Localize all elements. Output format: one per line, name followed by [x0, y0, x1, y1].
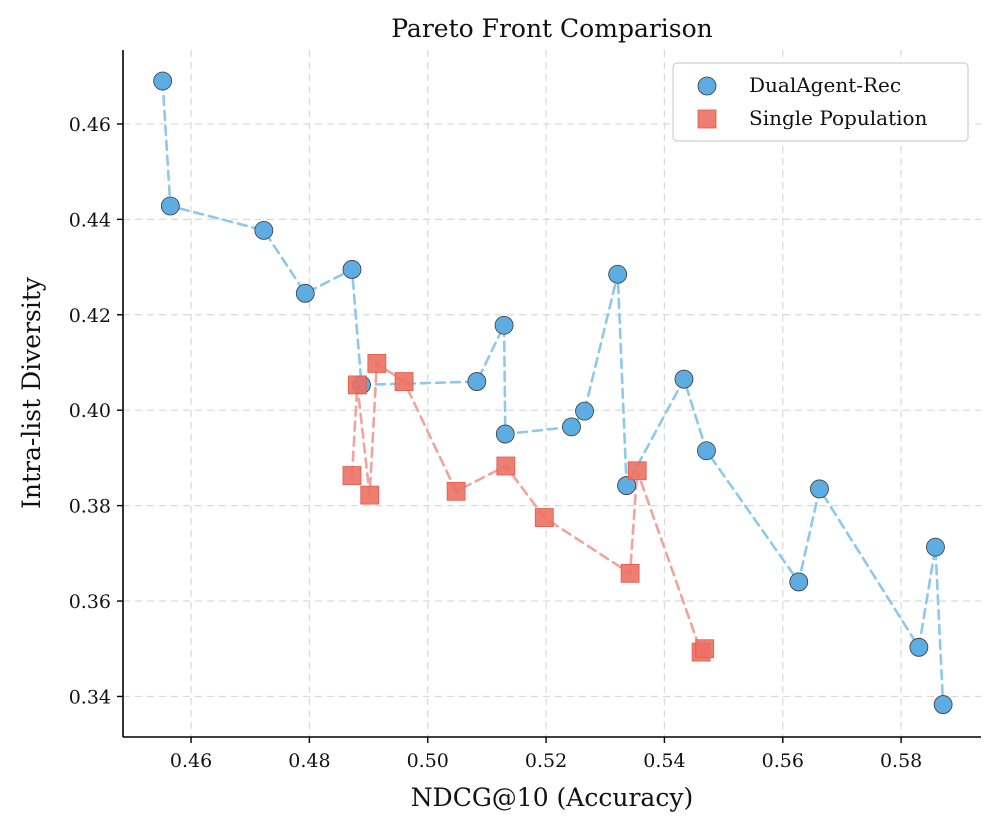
x-tick-label: 0.54 — [643, 750, 685, 772]
data-point-dualagent-rec — [926, 537, 945, 557]
y-tick-label: 0.38 — [69, 496, 111, 518]
data-point-dualagent-rec — [295, 283, 315, 303]
data-point-single-population — [627, 461, 647, 481]
data-point-dualagent-rec — [342, 260, 362, 279]
data-point-dualagent-rec — [810, 479, 829, 499]
legend-label-dualagent-rec: DualAgent-Rec — [749, 73, 901, 97]
legend: DualAgent-Rec Single Population — [672, 62, 969, 142]
legend-label-single-population: Single Population — [749, 106, 928, 130]
data-point-single-population — [367, 354, 387, 373]
x-tick-label: 0.58 — [880, 750, 922, 772]
data-point-dualagent-rec — [160, 196, 180, 216]
y-tick-label: 0.44 — [69, 209, 111, 231]
y-tick-label: 0.42 — [69, 305, 111, 327]
y-tick-label: 0.46 — [69, 114, 111, 136]
data-point-dualagent-rec — [608, 264, 628, 284]
data-point-dualagent-rec — [254, 220, 274, 240]
series-markers — [153, 71, 953, 714]
data-point-dualagent-rec — [494, 315, 514, 335]
data-point-dualagent-rec — [789, 572, 809, 592]
data-point-dualagent-rec — [575, 401, 594, 421]
data-point-single-population — [534, 508, 554, 527]
data-point-dualagent-rec — [153, 71, 173, 91]
y-tick-label: 0.40 — [69, 400, 111, 422]
data-point-dualagent-rec — [617, 476, 636, 495]
x-axis-label: NDCG@10 (Accuracy) — [411, 783, 693, 812]
x-axis-ticks: 0.46 0.48 0.50 0.52 0.54 0.56 0.58 — [170, 737, 922, 772]
data-point-dualagent-rec — [495, 424, 515, 444]
data-point-single-population — [446, 481, 466, 501]
y-tick-label: 0.34 — [69, 686, 111, 708]
x-tick-label: 0.56 — [762, 750, 804, 772]
y-tick-label: 0.36 — [69, 591, 111, 613]
x-tick-label: 0.52 — [525, 750, 567, 772]
x-tick-label: 0.50 — [407, 750, 449, 772]
data-point-single-population — [394, 372, 414, 391]
data-point-single-population — [496, 456, 516, 476]
x-tick-label: 0.48 — [288, 750, 330, 772]
data-point-dualagent-rec — [674, 369, 694, 389]
data-point-single-population — [620, 563, 640, 583]
data-point-dualagent-rec — [562, 417, 581, 437]
series-line-dualagent-rec — [161, 79, 945, 706]
chart-title: Pareto Front Comparison — [391, 14, 713, 43]
grid-lines — [123, 50, 981, 737]
data-point-single-population — [342, 466, 362, 485]
legend-box — [672, 62, 969, 142]
data-point-single-population — [347, 375, 367, 395]
data-point-dualagent-rec — [909, 637, 929, 657]
series-line-single-population — [350, 361, 707, 655]
legend-marker-dualagent-rec — [697, 76, 717, 96]
data-point-dualagent-rec — [933, 695, 953, 714]
y-axis-ticks: 0.34 0.36 0.38 0.40 0.42 0.44 0.46 — [69, 114, 123, 708]
data-point-single-population — [695, 639, 715, 659]
x-tick-label: 0.46 — [170, 750, 212, 772]
data-point-single-population — [360, 485, 380, 505]
legend-marker-single-population — [697, 109, 717, 129]
y-axis-label: Intra-list Diversity — [17, 276, 46, 509]
series-lines — [161, 79, 945, 706]
data-point-dualagent-rec — [697, 441, 716, 461]
data-point-dualagent-rec — [467, 372, 487, 391]
